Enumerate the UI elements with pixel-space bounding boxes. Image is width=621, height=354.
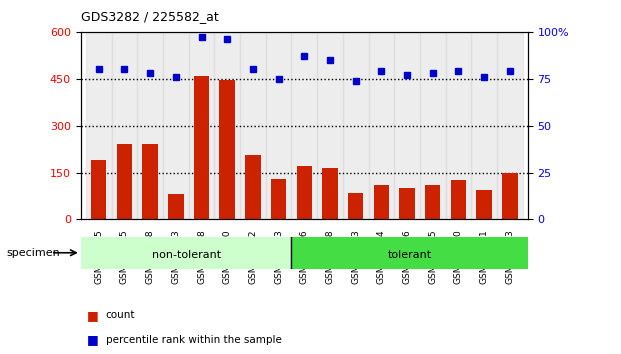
Bar xyxy=(471,32,497,219)
Bar xyxy=(219,80,235,219)
Bar xyxy=(86,32,112,219)
Bar xyxy=(214,32,240,219)
Bar xyxy=(189,32,214,219)
Text: ■: ■ xyxy=(87,333,99,346)
Bar xyxy=(168,194,184,219)
Bar xyxy=(245,155,261,219)
Bar xyxy=(497,32,523,219)
Bar xyxy=(374,185,389,219)
Bar xyxy=(399,188,415,219)
Bar xyxy=(425,185,440,219)
Bar xyxy=(91,160,106,219)
Bar xyxy=(81,237,291,269)
Text: ■: ■ xyxy=(87,309,99,321)
Text: count: count xyxy=(106,310,135,320)
Bar xyxy=(343,32,368,219)
Bar xyxy=(271,179,286,219)
Bar xyxy=(240,32,266,219)
Bar xyxy=(502,172,517,219)
Bar xyxy=(291,237,528,269)
Bar xyxy=(163,32,189,219)
Text: GDS3282 / 225582_at: GDS3282 / 225582_at xyxy=(81,10,219,23)
Bar xyxy=(317,32,343,219)
Text: percentile rank within the sample: percentile rank within the sample xyxy=(106,335,281,345)
Bar xyxy=(297,166,312,219)
Text: specimen: specimen xyxy=(6,248,60,258)
Bar xyxy=(112,32,137,219)
Bar xyxy=(420,32,446,219)
Bar xyxy=(291,32,317,219)
Text: tolerant: tolerant xyxy=(388,250,432,260)
Bar xyxy=(348,193,363,219)
Bar xyxy=(117,144,132,219)
Bar xyxy=(451,181,466,219)
Bar xyxy=(322,168,338,219)
Bar xyxy=(446,32,471,219)
Bar xyxy=(394,32,420,219)
Bar xyxy=(368,32,394,219)
Text: non-tolerant: non-tolerant xyxy=(152,250,220,260)
Bar xyxy=(137,32,163,219)
Bar xyxy=(266,32,291,219)
Bar xyxy=(194,76,209,219)
Bar xyxy=(476,190,492,219)
Bar xyxy=(142,144,158,219)
